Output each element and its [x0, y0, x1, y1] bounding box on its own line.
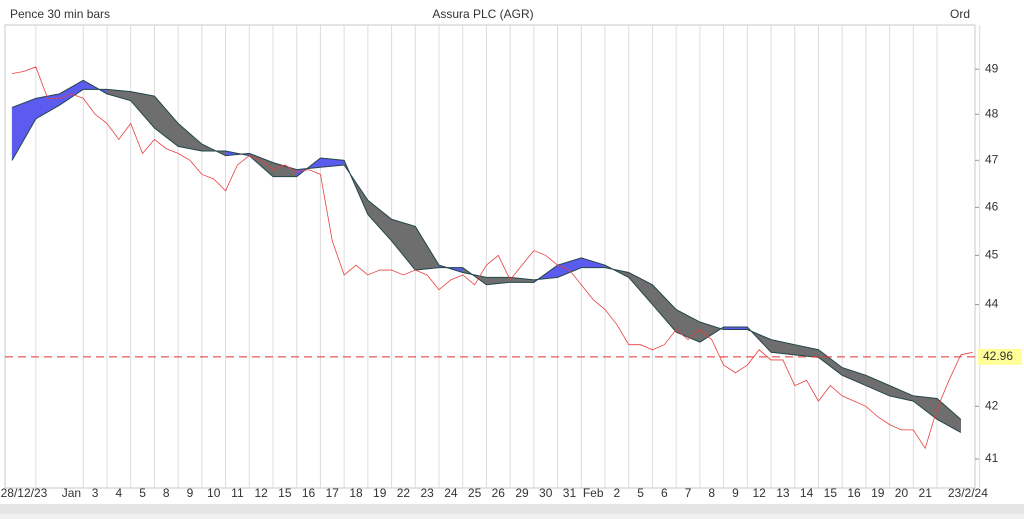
x-tick-label: 11	[231, 486, 244, 500]
x-tick-label: 12	[254, 486, 268, 500]
reference-label: 42.96	[983, 349, 1013, 363]
x-tick-label: 29	[515, 486, 529, 500]
x-tick-label: 23	[420, 486, 434, 500]
scrollbar	[0, 504, 1024, 514]
x-tick-label: 23/2/24	[948, 486, 988, 500]
x-tick-label: 28/12/23	[1, 486, 48, 500]
x-tick-label: 9	[732, 486, 739, 500]
share-class: Ord	[950, 7, 970, 21]
y-tick-label: 41	[985, 451, 999, 465]
reference-label-box	[978, 348, 1022, 365]
x-tick-label: Jan	[62, 486, 81, 500]
x-tick-label: 22	[397, 486, 411, 500]
x-tick-label: 16	[847, 486, 861, 500]
cloud-edge	[11, 88, 962, 420]
y-tick-label: 44	[985, 297, 999, 311]
x-tick-label: 26	[492, 486, 506, 500]
x-tick-label: 2	[614, 486, 621, 500]
x-tick-label: 3	[92, 486, 99, 500]
x-tick-label: 15	[278, 486, 292, 500]
y-tick-label: 42	[985, 398, 999, 412]
plot-frame	[4, 24, 976, 489]
x-tick-label: 30	[539, 486, 553, 500]
x-tick-label: 5	[637, 486, 644, 500]
y-tick-label: 46	[985, 200, 999, 214]
x-tick-label: 21	[919, 486, 933, 500]
x-tick-label: 7	[685, 486, 692, 500]
x-tick-label: 14	[800, 486, 814, 500]
x-tick-label: 8	[708, 486, 715, 500]
y-tick-label: 49	[985, 61, 999, 75]
x-tick-label: 19	[871, 486, 885, 500]
y-tick-label: 48	[985, 106, 999, 120]
x-tick-label: 13	[776, 486, 790, 500]
x-tick-label: 8	[163, 486, 170, 500]
x-tick-label: 9	[187, 486, 194, 500]
x-tick-label: 24	[444, 486, 458, 500]
x-tick-label: 10	[207, 486, 221, 500]
x-tick-label: 15	[824, 486, 838, 500]
x-tick-label: 31	[563, 486, 577, 500]
cloud-edge	[11, 79, 962, 433]
x-tick-label: 12	[753, 486, 767, 500]
price-line	[12, 66, 973, 450]
x-tick-label: 20	[895, 486, 909, 500]
x-tick-label: 18	[349, 486, 363, 500]
x-tick-label: 6	[661, 486, 668, 500]
x-tick-label: Feb	[583, 486, 604, 500]
x-tick-label: 4	[115, 486, 122, 500]
y-tick-label: 47	[985, 152, 999, 166]
x-tick-label: 16	[302, 486, 316, 500]
x-tick-label: 17	[326, 486, 340, 500]
subtitle: Pence 30 min bars	[10, 7, 110, 21]
x-tick-label: 5	[139, 486, 146, 500]
y-tick-label: 45	[985, 248, 999, 262]
x-tick-label: 19	[373, 486, 387, 500]
x-tick-label: 25	[468, 486, 482, 500]
chart-title: Assura PLC (AGR)	[432, 7, 533, 21]
